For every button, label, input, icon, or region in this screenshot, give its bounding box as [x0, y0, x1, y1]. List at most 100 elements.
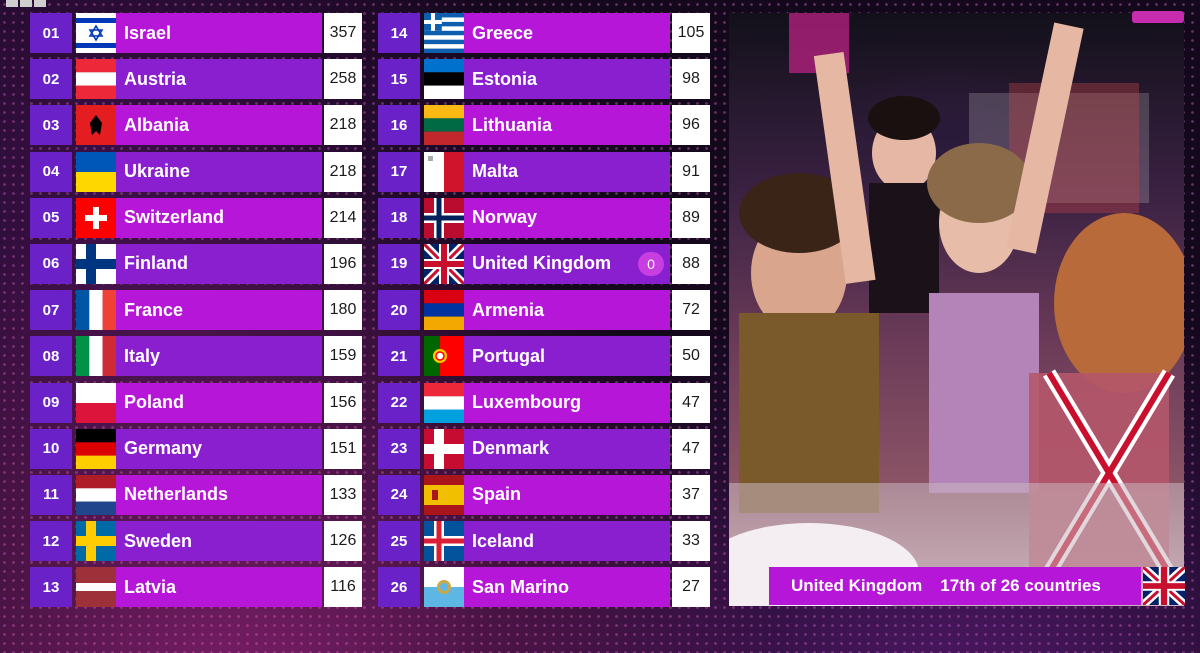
country-label: Poland: [124, 392, 185, 412]
scoreboard-row: 10 Germany 151: [30, 428, 362, 469]
total-score: 196: [324, 243, 362, 284]
country-label: Portugal: [472, 345, 546, 366]
position-number: 14: [378, 13, 420, 53]
scoreboard-row: 04 Ukraine 218: [30, 151, 362, 192]
country-name: Finland: [116, 243, 322, 284]
country-label: Sweden: [124, 530, 193, 551]
position-number: 04: [30, 151, 72, 192]
position-number: 10: [30, 428, 72, 469]
total-score: 37: [672, 474, 710, 515]
total-score: 89: [672, 197, 710, 238]
position-number: 05: [30, 197, 72, 238]
country-name: United Kingdom 0: [464, 243, 670, 284]
country-name: Estonia: [464, 59, 670, 100]
san-marino-flag-icon: [424, 567, 464, 608]
country-name: Portugal: [464, 336, 670, 377]
country-name: France: [116, 290, 322, 331]
scoreboard-row: 22 Luxembourg 47: [378, 382, 710, 423]
country-label: Netherlands: [124, 484, 229, 505]
scoreboard-row: 20 Armenia 72: [378, 290, 710, 331]
country-label: Switzerland: [124, 207, 225, 228]
country-label: Norway: [472, 207, 538, 228]
position-number: 25: [378, 521, 420, 562]
country-label: France: [124, 299, 184, 320]
position-number: 20: [378, 290, 420, 331]
country-name: Ukraine: [116, 151, 322, 192]
scoreboard-row: 16 Lithuania 96: [378, 105, 710, 146]
country-label: San Marino: [472, 576, 570, 597]
country-name: Switzerland: [116, 197, 322, 238]
total-score: 180: [324, 290, 362, 331]
country-label: Armenia: [472, 299, 545, 320]
scoreboard-right-column: 14 Greece 105 15 Estonia 98 16 Lithuania 96 17 Mal…: [378, 13, 710, 613]
total-score: 218: [324, 151, 362, 192]
position-number: 15: [378, 59, 420, 100]
ukraine-flag-icon: [76, 151, 116, 192]
country-label: Spain: [472, 484, 522, 505]
position-number: 17: [378, 151, 420, 192]
green-room-video-feed: [729, 13, 1184, 606]
country-name: Israel: [116, 13, 322, 53]
country-label: Lithuania: [472, 114, 552, 135]
country-name: Greece: [464, 13, 670, 53]
total-score: 156: [324, 382, 362, 423]
scoreboard-row: 13 Latvia 116: [30, 567, 362, 608]
scoreboard-row: 25 Iceland 33: [378, 521, 710, 562]
country-name: Austria: [116, 59, 322, 100]
scoreboard-row: 19 United Kingdom 0 88: [378, 243, 710, 284]
estonia-flag-icon: [424, 59, 464, 100]
position-number: 12: [30, 521, 72, 562]
position-number: 16: [378, 105, 420, 146]
scoreboard-row: 07 France 180: [30, 290, 362, 331]
country-name: Italy: [116, 336, 322, 377]
position-number: 21: [378, 336, 420, 377]
total-score: 47: [672, 428, 710, 469]
country-name: Lithuania: [464, 105, 670, 146]
total-score: 159: [324, 336, 362, 377]
uk-flag-icon: [424, 243, 464, 284]
sweden-flag-icon: [76, 521, 116, 562]
portugal-flag-icon: [424, 336, 464, 377]
country-label: Austria: [124, 68, 187, 89]
country-label: Iceland: [472, 530, 535, 551]
country-label: Germany: [124, 438, 203, 459]
scoreboard-row: 03 Albania 218: [30, 105, 362, 146]
position-number: 09: [30, 382, 72, 423]
position-number: 26: [378, 567, 420, 608]
total-score: 47: [672, 382, 710, 423]
country-name: Albania: [116, 105, 322, 146]
germany-flag-icon: [76, 428, 116, 469]
luxembourg-flag-icon: [424, 382, 464, 423]
greece-flag-icon: [424, 13, 464, 53]
total-score: 214: [324, 197, 362, 238]
austria-flag-icon: [76, 59, 116, 100]
uk-flag-icon: [1140, 564, 1188, 608]
scoreboard-row: 09 Poland 156: [30, 382, 362, 423]
position-number: 23: [378, 428, 420, 469]
country-name: Spain: [464, 474, 670, 515]
finland-flag-icon: [76, 243, 116, 284]
total-score: 151: [324, 428, 362, 469]
caption-ranking: 17th of 26 countries: [940, 576, 1101, 595]
broadcaster-logo: [6, 0, 46, 7]
total-score: 50: [672, 336, 710, 377]
position-number: 06: [30, 243, 72, 284]
country-name: San Marino: [464, 567, 670, 608]
country-label: Latvia: [124, 576, 177, 597]
video-scene: [729, 13, 1184, 606]
country-name: Latvia: [116, 567, 322, 608]
country-name: Armenia: [464, 290, 670, 331]
country-label: Malta: [472, 161, 519, 182]
malta-flag-icon: [424, 151, 464, 192]
position-number: 02: [30, 59, 72, 100]
scoreboard-left-column: 01 Israel 357 02 Austria 258 03 Albania 218 04 Ukr…: [30, 13, 362, 613]
scoreboard-row: 24 Spain 37: [378, 474, 710, 515]
scoreboard-row: 01 Israel 357: [30, 13, 362, 53]
scoreboard-row: 21 Portugal 50: [378, 336, 710, 377]
country-name: Malta: [464, 151, 670, 192]
total-score: 133: [324, 474, 362, 515]
position-number: 07: [30, 290, 72, 331]
total-score: 218: [324, 105, 362, 146]
total-score: 116: [324, 567, 362, 608]
latvia-flag-icon: [76, 567, 116, 608]
